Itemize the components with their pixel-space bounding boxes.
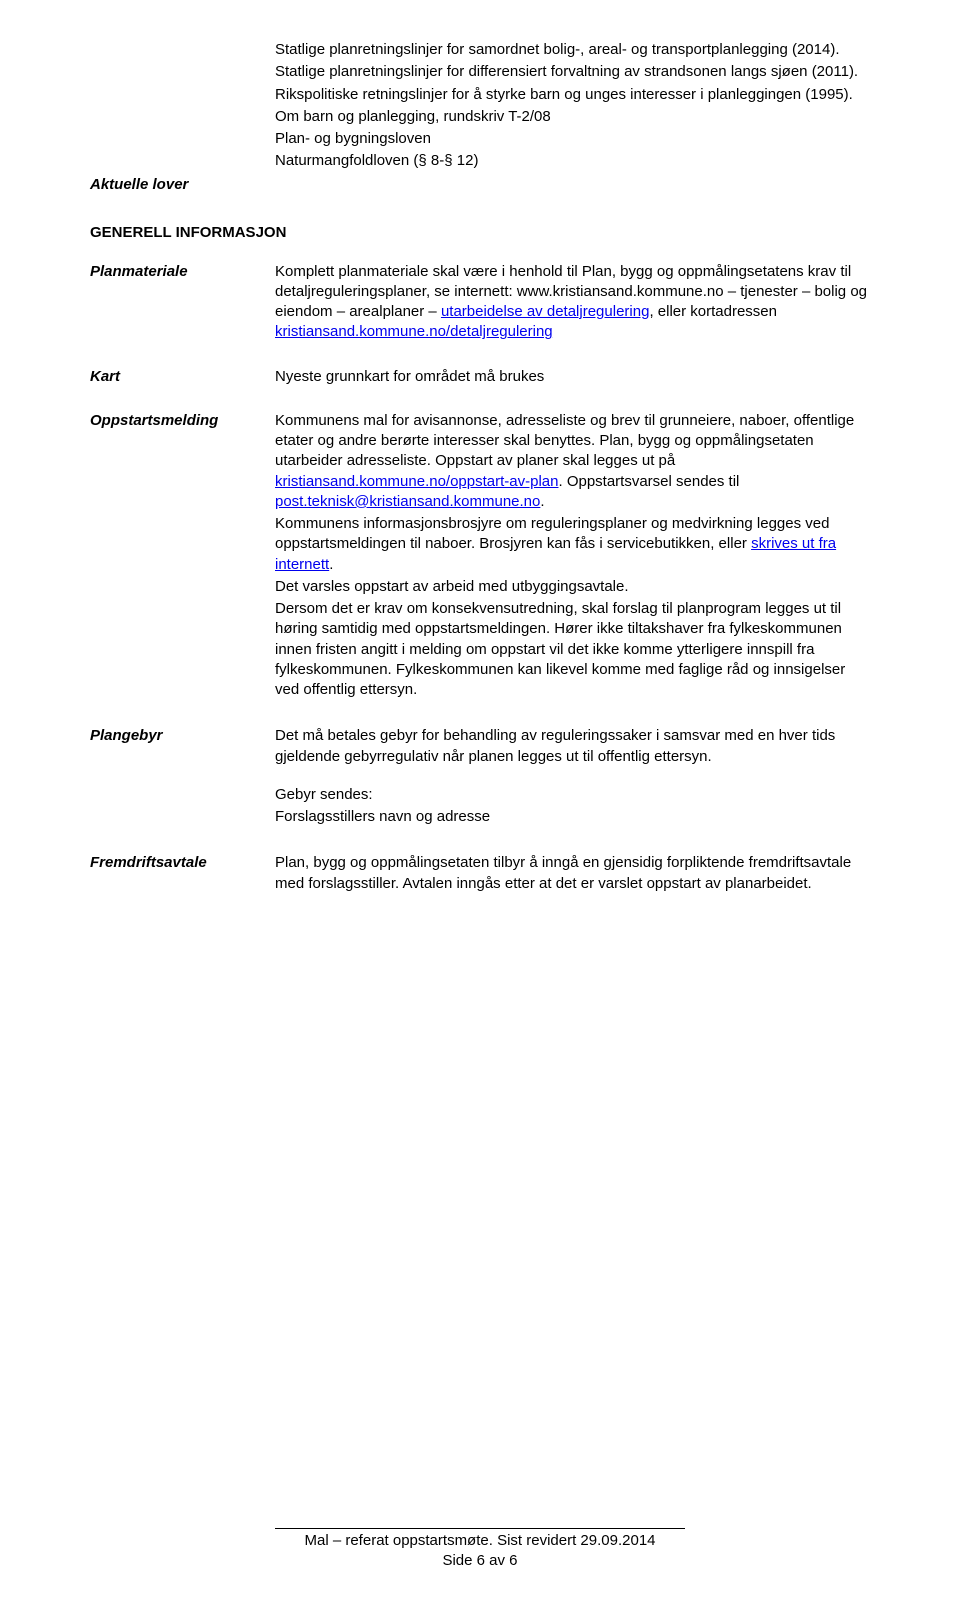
oppstart-p1: Kommunens mal for avisannonse, adresseli… [275, 411, 870, 512]
plangebyr-label: Plangebyr [90, 726, 275, 829]
line: Rikspolitiske retningslinjer for å styrk… [275, 85, 870, 105]
detaljregulering-link[interactable]: kristiansand.kommune.no/detaljregulering [275, 323, 553, 340]
oppstartsmelding-content: Kommunens mal for avisannonse, adresseli… [275, 411, 870, 703]
oppstart-p4: Dersom det er krav om konsekvensutrednin… [275, 599, 870, 700]
aktuelle-lover-content: Statlige planretningslinjer for samordne… [275, 40, 870, 195]
post-teknisk-email-link[interactable]: post.teknisk@kristiansand.kommune.no [275, 493, 540, 510]
plangebyr-p2: Gebyr sendes: [275, 785, 870, 805]
page-footer: Mal – referat oppstartsmøte. Sist revide… [0, 1528, 960, 1572]
line: Plan- og bygningsloven [275, 129, 870, 149]
planmateriale-content: Komplett planmateriale skal være i henho… [275, 262, 870, 343]
footer-rule [275, 1528, 685, 1529]
line: Statlige planretningslinjer for differen… [275, 62, 870, 82]
kart-label: Kart [90, 367, 275, 387]
aktuelle-lover-label: Aktuelle lover [90, 40, 275, 195]
fremdriftsavtale-content: Plan, bygg og oppmålingsetaten tilbyr å … [275, 853, 870, 894]
utarbeidelse-link[interactable]: utarbeidelse av detaljregulering [441, 303, 649, 320]
fremdriftsavtale-row: Fremdriftsavtale Plan, bygg og oppmåling… [90, 853, 870, 894]
fremdriftsavtale-label: Fremdriftsavtale [90, 853, 275, 894]
footer-line2: Side 6 av 6 [0, 1551, 960, 1571]
plangebyr-p1: Det må betales gebyr for behandling av r… [275, 726, 870, 767]
oppstartsmelding-row: Oppstartsmelding Kommunens mal for avisa… [90, 411, 870, 703]
oppstart-av-plan-link[interactable]: kristiansand.kommune.no/oppstart-av-plan [275, 473, 558, 490]
kart-content: Nyeste grunnkart for området må brukes [275, 367, 870, 387]
text: . [329, 556, 333, 573]
plangebyr-content: Det må betales gebyr for behandling av r… [275, 726, 870, 829]
text: . Oppstartsvarsel sendes til [558, 473, 739, 490]
text: , eller kortadressen [649, 303, 777, 320]
line: Statlige planretningslinjer for samordne… [275, 40, 870, 60]
plangebyr-p3: Forslagsstillers navn og adresse [275, 807, 870, 827]
planmateriale-row: Planmateriale Komplett planmateriale ska… [90, 262, 870, 343]
line: Om barn og planlegging, rundskriv T-2/08 [275, 107, 870, 127]
plangebyr-row: Plangebyr Det må betales gebyr for behan… [90, 726, 870, 829]
text: Kommunens mal for avisannonse, adresseli… [275, 412, 854, 470]
planmateriale-label: Planmateriale [90, 262, 275, 343]
kart-row: Kart Nyeste grunnkart for området må bru… [90, 367, 870, 387]
label-text: Aktuelle lover [90, 176, 188, 193]
section-heading: GENERELL INFORMASJON [90, 223, 870, 243]
aktuelle-lover-row: Aktuelle lover Statlige planretningslinj… [90, 40, 870, 195]
text: Kommunens informasjonsbrosjyre om regule… [275, 515, 829, 552]
line: Naturmangfoldloven (§ 8-§ 12) [275, 151, 870, 171]
oppstartsmelding-label: Oppstartsmelding [90, 411, 275, 703]
text: . [540, 493, 544, 510]
footer-line1: Mal – referat oppstartsmøte. Sist revide… [0, 1531, 960, 1551]
oppstart-p3: Det varsles oppstart av arbeid med utbyg… [275, 577, 870, 597]
oppstart-p2: Kommunens informasjonsbrosjyre om regule… [275, 514, 870, 575]
